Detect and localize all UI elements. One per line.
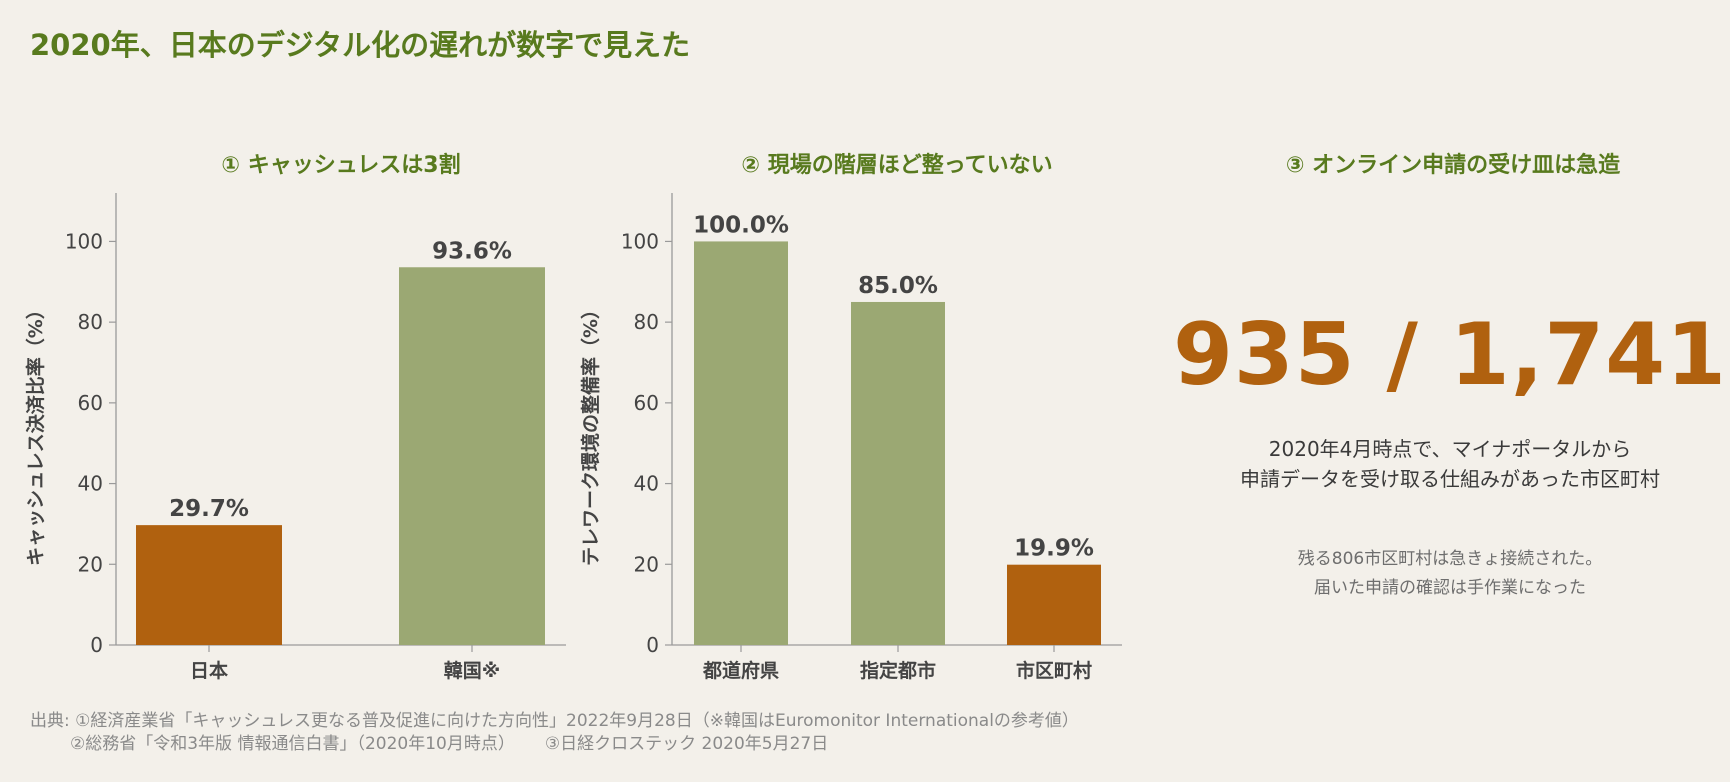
- c1-y-tick-label: 60: [78, 391, 103, 415]
- c2-y-tick-label: 0: [646, 633, 659, 657]
- highlight-caption-line2: 申請データを受け取る仕組みがあった市区町村: [1240, 467, 1660, 491]
- c1-y-tick-label: 0: [90, 633, 103, 657]
- page-title: 2020年、日本のデジタル化の遅れが数字で見えた: [30, 28, 691, 62]
- panel3-title: ③ オンライン申請の受け皿は急造: [1285, 153, 1621, 178]
- c1-x-tick-label: 韓国※: [444, 659, 500, 682]
- source-line1: 出典: ①経済産業省「キャッシュレス更なる普及促進に向けた方向性」2022年9月…: [30, 711, 1079, 731]
- c2-data-label: 19.9%: [1014, 536, 1094, 562]
- highlight-caption-line1: 2020年4月時点で、マイナポータルから: [1268, 437, 1632, 461]
- c1-y-tick-label: 40: [78, 472, 103, 496]
- c2-x-tick-label: 都道府県: [702, 659, 779, 682]
- c2-data-label: 85.0%: [858, 273, 938, 299]
- source-line2b: ③日経クロステック 2020年5月27日: [544, 734, 829, 754]
- c2-y-tick-label: 40: [634, 472, 659, 496]
- highlight-note-line1: 残る806市区町村は急きょ接続された。: [1297, 549, 1603, 569]
- c1-data-label: 93.6%: [432, 238, 512, 264]
- c2-y-tick-label: 20: [634, 552, 659, 576]
- source-note: 出典: ①経済産業省「キャッシュレス更なる普及促進に向けた方向性」2022年9月…: [30, 710, 1079, 756]
- c2-y-tick-label: 80: [634, 310, 659, 334]
- c1-y-tick-label: 20: [78, 552, 103, 576]
- c2-y-tick-label: 100: [621, 229, 659, 253]
- panel1-title: ① キャッシュレスは3割: [221, 153, 461, 178]
- c2-y-tick-label: 60: [634, 391, 659, 415]
- highlight-number: 935 / 1,741: [1173, 305, 1727, 405]
- c1-y-axis-label: キャッシュレス決済比率（%）: [24, 300, 47, 566]
- c1-y-tick-label: 100: [65, 229, 103, 253]
- c2-x-tick-label: 指定都市: [860, 659, 936, 682]
- c1-x-tick-label: 日本: [190, 659, 228, 682]
- highlight-caption: 2020年4月時点で、マイナポータルから 申請データを受け取る仕組みがあった市区…: [1150, 434, 1730, 494]
- c1-data-label: 29.7%: [169, 496, 249, 522]
- panel2-title: ② 現場の階層ほど整っていない: [741, 153, 1053, 178]
- c2-x-tick-label: 市区町村: [1016, 659, 1092, 682]
- c2-bar-1: [851, 301, 945, 645]
- c1-bar-0: [136, 525, 282, 645]
- c1-bar-1: [399, 267, 545, 645]
- highlight-note-line2: 届いた申請の確認は手作業になった: [1314, 578, 1586, 598]
- c2-data-label: 100.0%: [693, 212, 789, 238]
- source-line2a: ②総務省「令和3年版 情報通信白書」（2020年10月時点）: [70, 734, 515, 754]
- source-line2: ②総務省「令和3年版 情報通信白書」（2020年10月時点） ③日経クロステック …: [30, 733, 1079, 756]
- c2-bar-0: [694, 241, 788, 645]
- highlight-note: 残る806市区町村は急きょ接続された。 届いた申請の確認は手作業になった: [1150, 545, 1730, 603]
- c2-bar-2: [1007, 564, 1101, 645]
- c1-y-tick-label: 80: [78, 310, 103, 334]
- c2-y-axis-label: テレワーク環境の整備率（%）: [579, 300, 602, 566]
